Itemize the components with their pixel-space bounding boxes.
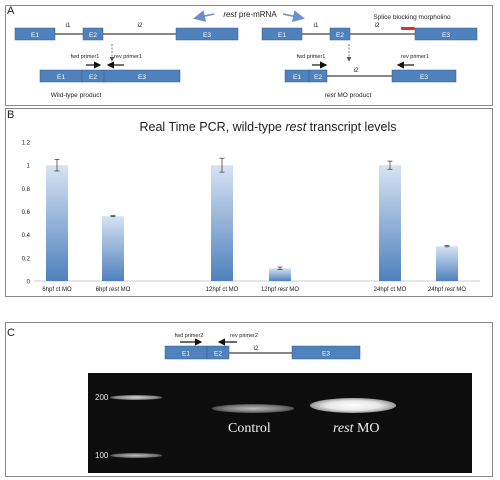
panel-b-label: B — [7, 109, 15, 121]
mo-intron-i2-label: i2 — [353, 67, 358, 74]
left-exon-e1 — [14, 27, 56, 41]
left-exon-e2 — [82, 27, 104, 41]
c-exon-e1-label: E1 — [182, 351, 190, 358]
y-tick-label: 1.2 — [22, 141, 31, 147]
x-tick-label: 24hpf ct MO — [374, 287, 407, 293]
panel-a-diagram: rest pre-mRNA E1 E2 E3 i1 i2 E1 E2 E3 fw… — [14, 10, 478, 99]
marker-200-label: 200 — [95, 393, 109, 402]
y-tick-label: 0.2 — [22, 256, 31, 262]
x-tick-label-italic: rest — [278, 287, 288, 293]
c-rev-primer-label: rev primer2 — [230, 333, 258, 339]
c-exon-e2 — [206, 345, 230, 360]
left-exon-e3 — [175, 27, 239, 41]
morpholino-mark — [401, 27, 415, 30]
mo-product-label: rest MO product — [325, 92, 372, 99]
x-tick-label-part: MO — [119, 287, 131, 293]
right-exon-e1-label: E1 — [278, 32, 286, 39]
left-exon-e2-label: E2 — [89, 32, 97, 39]
right-exon-e2 — [329, 27, 351, 41]
mo-product-e2 — [308, 69, 328, 83]
left-intron-i1-label: i1 — [65, 22, 70, 29]
mo-rev-primer-label: rev primer1 — [401, 54, 429, 60]
wt-product-e1-label: E1 — [57, 74, 65, 81]
left-exon-e1-label: E1 — [31, 32, 39, 39]
bar — [102, 216, 124, 281]
right-exon-e3-label: E3 — [442, 32, 450, 39]
right-intron-i1-label: i1 — [313, 22, 318, 29]
panel-b — [5, 108, 493, 297]
x-tick-label-part: 24hpf ct MO — [374, 287, 407, 293]
x-tick-label-part: 24hpf — [428, 287, 445, 293]
x-tick-label-part: 6hpf ct MO — [42, 287, 72, 293]
ladder-band-200 — [110, 395, 162, 400]
wt-product-label: Wild-type product — [51, 92, 102, 99]
mo-product-e3 — [391, 69, 457, 83]
bar-chart: Real Time PCR, wild-type rest transcript… — [22, 120, 480, 293]
x-tick-label-part: 12hpf — [261, 287, 278, 293]
wt-rev-primer-label: rev primer1 — [114, 54, 142, 60]
left-intron-i2-label: i2 — [137, 22, 142, 29]
c-fwd-primer-label: fwd primer2 — [175, 333, 204, 339]
wt-product-e3-label: E3 — [138, 74, 146, 81]
pre-mrna-title: rest pre-mRNA — [223, 10, 277, 19]
mo-product-e3-label: E3 — [420, 74, 428, 81]
x-tick-label: 24hpf rest MO — [428, 287, 466, 293]
marker-100-label: 100 — [95, 451, 109, 460]
wt-product-e2-label: E2 — [89, 74, 97, 81]
gel-image: 200 100 Control rest MO — [88, 373, 472, 473]
mo-fwd-primer-label: fwd primer1 — [297, 54, 326, 60]
y-tick-label: 0.8 — [22, 187, 31, 193]
left-curved-arrow — [193, 10, 215, 22]
x-tick-label-part: 6hpf — [96, 287, 109, 293]
mo-product-e1-label: E1 — [293, 74, 301, 81]
x-tick-label: 6hpf rest MO — [96, 287, 131, 293]
control-band — [212, 404, 294, 413]
x-tick-label-part: MO — [288, 287, 300, 293]
panel-c-label: C — [7, 327, 15, 339]
bar — [211, 165, 233, 281]
x-tick-label-part: 12hpf ct MO — [206, 287, 239, 293]
right-curved-arrow — [282, 10, 305, 23]
y-tick-label: 0.4 — [22, 233, 31, 239]
x-tick-label: 6hpf ct MO — [42, 287, 72, 293]
right-intron-i2-label: i2 — [374, 22, 379, 29]
x-tick-label: 12hpf ct MO — [206, 287, 239, 293]
bar — [269, 268, 291, 281]
right-exon-e2-label: E2 — [336, 32, 344, 39]
y-tick-label: 0.6 — [22, 210, 31, 216]
control-lane-label: Control — [228, 421, 271, 436]
x-tick-label-italic: rest — [109, 287, 119, 293]
panel-a — [5, 5, 493, 106]
y-tick-label: 0 — [27, 280, 31, 286]
left-exon-e3-label: E3 — [203, 32, 211, 39]
c-exon-e3 — [291, 345, 361, 360]
ladder-band-100 — [110, 453, 162, 458]
splice-blocking-morpholino-label: Splice blocking morpholino — [373, 14, 451, 21]
wt-product-e3 — [103, 69, 181, 83]
right-exon-e3 — [414, 27, 478, 41]
x-tick-label-italic: rest — [445, 287, 455, 293]
rest-mo-lane-label: rest MO — [333, 421, 380, 436]
mo-product-e2-label: E2 — [314, 74, 322, 81]
chart-title: Real Time PCR, wild-type rest transcript… — [139, 120, 396, 134]
x-tick-label: 12hpf rest MO — [261, 287, 299, 293]
wt-fwd-primer-label: fwd primer1 — [71, 54, 100, 60]
bar — [379, 165, 401, 281]
x-tick-label-part: MO — [455, 287, 467, 293]
right-exon-e1 — [261, 27, 303, 41]
y-tick-label: 1 — [27, 164, 31, 170]
panel-c-diagram: fwd primer2 rev primer2 E1 E2 E3 i2 — [164, 333, 361, 360]
bar — [436, 246, 458, 281]
rest-mo-band — [310, 398, 396, 413]
c-exon-e3-label: E3 — [322, 351, 330, 358]
panel-a-label: A — [7, 5, 15, 17]
bar — [46, 165, 68, 281]
c-intron-i2-label: i2 — [253, 345, 258, 352]
c-exon-e2-label: E2 — [214, 351, 222, 358]
